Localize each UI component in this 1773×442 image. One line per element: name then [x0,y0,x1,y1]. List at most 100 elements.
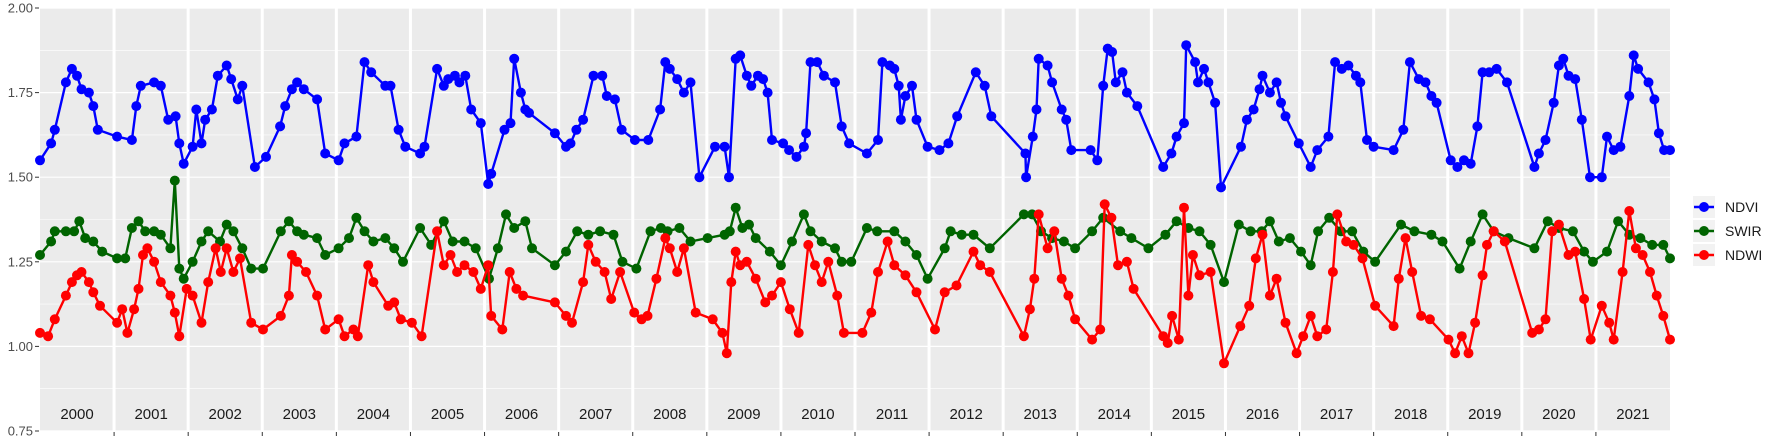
ndvi-point [320,148,331,159]
ndwi-point [235,253,245,264]
facet-label-2001: 2001 [134,406,167,423]
swir-point [1305,260,1316,271]
ndvi-point [893,80,904,91]
ndvi-point [1643,77,1654,88]
ndwi-point [1400,233,1411,244]
ndvi-point [1452,162,1463,172]
facet-label-2007: 2007 [579,406,612,423]
ndvi-point [286,84,297,95]
ndvi-point [66,63,77,74]
ndwi-point [196,317,207,328]
ndwi-point [66,277,77,288]
ndvi-point [578,114,589,125]
ndwi-point [803,239,814,250]
ndvi-point [1330,57,1341,68]
ndvi-point [1404,57,1415,68]
ndwi-point [95,300,105,311]
swir-point [275,226,286,237]
swir-point [80,233,91,244]
legend-label: SWIR [1725,223,1762,239]
ndwi-point [1388,321,1399,332]
facet-label-2020: 2020 [1542,406,1575,423]
ndvi-point [798,141,809,152]
ndvi-point [1121,87,1132,98]
ndvi-point [1548,97,1559,108]
ndvi-point [818,70,829,81]
ndvi-point [1633,63,1644,74]
ndwi-point [406,317,417,328]
gridlines [40,7,1670,432]
facet-label-2010: 2010 [801,406,834,423]
ndvi-point [393,124,404,135]
swir-point [1115,226,1126,237]
ndvi-point [1033,53,1044,64]
ndwi-point [1357,253,1368,264]
ndvi-point [1056,104,1067,115]
ndwi-point [497,324,508,335]
ndvi-point [249,162,260,172]
ndwi-point [1018,331,1029,342]
ndwi-point [1291,348,1302,359]
ndwi-point [1042,243,1053,254]
swir-point [1426,229,1437,240]
ndwi-point [1624,206,1635,216]
ndvi-point [509,53,520,64]
ndvi-point [549,128,560,139]
swir-point [900,236,911,247]
ndwi-point [975,260,986,271]
ndwi-point [816,277,827,288]
ndvi-point [237,80,248,91]
ndvi-point [60,77,71,88]
ndwi-point [1348,239,1359,250]
swir-point [46,236,57,247]
ndvi-point [524,107,534,118]
swir-point [120,253,131,264]
ndvi-point [629,135,640,145]
swir-point [1347,226,1358,237]
y-axis: 0.75 1.00 1.25 1.50 1.75 2.00 [8,1,39,439]
ndwi-point [615,267,626,277]
series-ndwi [35,199,1675,369]
ndwi-point [561,310,571,321]
y-tick-label: 1.50 [8,170,33,185]
swir-point [344,233,354,244]
swir-point [945,226,956,237]
ndwi-point [258,324,268,335]
ndwi-point [1416,310,1427,321]
ndvi-point [1596,172,1607,183]
ndwi-point [504,267,515,277]
ndwi-point [432,226,443,237]
swir-point [520,216,531,227]
ndvi-point [1355,77,1366,88]
ndvi-point [275,121,286,132]
facet-year-labels: 2000 2001 2002 2003 2004 2005 2006 2007 2008 2009… [60,406,1649,423]
ndwi-point [606,294,617,304]
ndwi-point [352,331,363,342]
ndvi-point [1020,148,1031,159]
ndwi-point [707,314,718,325]
swir-point [645,226,656,237]
swir-point [595,226,606,237]
ndvi-point [873,135,883,145]
ndvi-point [672,74,683,85]
legend-item-ndvi: NDVI [1693,196,1758,218]
ndwi-point [784,304,795,315]
ndwi-point [88,287,99,298]
swir-point [685,236,696,247]
ndvi-point [191,104,202,115]
swir-point [1171,216,1182,227]
facet-label-2008: 2008 [653,406,686,423]
y-tick-label: 1.00 [8,339,33,354]
swir-point [911,250,922,260]
ndwi-point [368,277,379,288]
ndwi-point [1553,219,1564,230]
ndvi-point [597,70,608,81]
swir-point [203,226,214,237]
ndwi-point [838,327,849,338]
ndvi-point [135,80,146,91]
ndwi-point [775,277,786,288]
swir-point [1665,253,1675,264]
swir-point [398,256,408,267]
ndvi-point [1264,87,1275,98]
ndvi-point [221,60,232,71]
